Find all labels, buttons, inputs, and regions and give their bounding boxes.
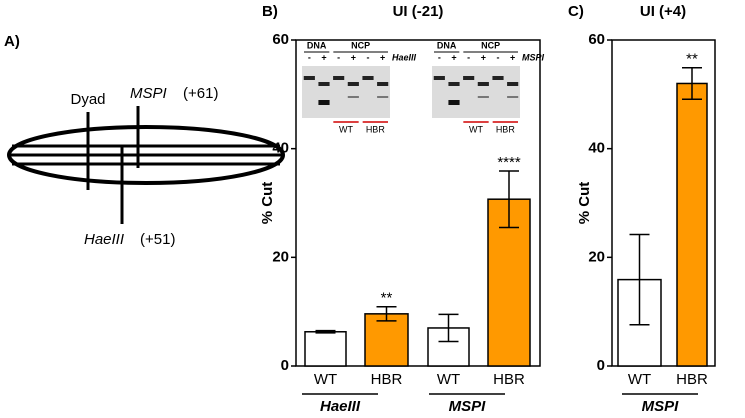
gel-bottom-label: HBR: [496, 124, 516, 134]
gel-bottom-label: WT: [339, 124, 353, 134]
panel-label: A): [4, 33, 20, 50]
y-tick-label: 60: [588, 31, 605, 48]
error-bar: [499, 170, 519, 229]
gel-band: [377, 96, 389, 98]
x-tick-label: HBR: [676, 371, 708, 388]
y-tick-label: 0: [597, 357, 605, 374]
lane-label: -: [337, 52, 340, 62]
gel-top-label: NCP: [351, 40, 370, 50]
bar: [676, 82, 708, 367]
gel-band: [318, 100, 330, 105]
x-tick-label: HBR: [493, 371, 525, 388]
gel-band: [347, 96, 359, 98]
y-tick-label: 40: [588, 140, 605, 157]
gel-band: [362, 76, 374, 80]
bar: [364, 313, 409, 367]
significance: **: [381, 290, 393, 307]
lane-label: +: [451, 52, 456, 62]
y-tick-label: 20: [272, 248, 289, 265]
lane-label: -: [438, 52, 441, 62]
gel-image: [302, 66, 390, 118]
gel-band: [333, 76, 345, 80]
significance: **: [686, 51, 698, 68]
x-tick-label: WT: [314, 371, 337, 388]
lane-label: +: [321, 52, 326, 62]
gel-band: [318, 82, 330, 86]
lane-label: -: [467, 52, 470, 62]
gel-band: [507, 96, 519, 98]
gel-top-label: NCP: [481, 40, 500, 50]
x-tick-label: HBR: [371, 371, 403, 388]
y-tick-label: 0: [281, 357, 289, 374]
gel-bottom-label: WT: [469, 124, 483, 134]
panel-label: C): [568, 3, 584, 20]
y-axis-label: % Cut: [576, 182, 593, 225]
plot-frame: [611, 39, 716, 367]
x-tick-label: WT: [628, 371, 651, 388]
error-bar: [376, 306, 397, 322]
significance: ****: [497, 154, 521, 171]
x-tick-label: WT: [437, 371, 460, 388]
site-position: (+51): [140, 231, 175, 248]
gel-enzyme: MSPI: [522, 52, 545, 62]
gel-image: [432, 66, 520, 118]
bar: [427, 327, 470, 367]
site-name: HaeIII: [84, 231, 124, 248]
gel-band: [448, 82, 460, 86]
group-label: MSPI: [642, 398, 680, 415]
error-bar: [629, 233, 650, 326]
gel-top-label: DNA: [307, 40, 327, 50]
gel-band: [433, 76, 445, 80]
gel-band: [303, 76, 315, 80]
lane-label: +: [351, 52, 356, 62]
lane-label: -: [308, 52, 311, 62]
gel-band: [492, 76, 504, 80]
group-label: MSPI: [449, 398, 487, 415]
y-tick-label: 60: [272, 31, 289, 48]
gel-band: [463, 76, 475, 80]
y-tick-label: 40: [272, 140, 289, 157]
gel-enzyme: HaeIII: [392, 52, 417, 62]
error-bar: [682, 66, 702, 100]
site-name: MSPI: [130, 85, 167, 102]
lane-label: -: [497, 52, 500, 62]
bar: [304, 331, 347, 367]
nucleosome: [7, 125, 285, 185]
panel-label: B): [262, 3, 278, 20]
gel-band: [347, 82, 359, 86]
gel-top-label: DNA: [437, 40, 457, 50]
chart-title: UI (+4): [640, 3, 686, 20]
plot-frame: [295, 39, 541, 367]
group-label: HaeIII: [320, 398, 361, 415]
gel-band: [477, 82, 489, 86]
lane-label: +: [510, 52, 515, 62]
lane-label: +: [481, 52, 486, 62]
gel-bottom-label: HBR: [366, 124, 386, 134]
error-bar: [438, 313, 459, 343]
lane-label: +: [380, 52, 385, 62]
gel-band: [448, 100, 460, 105]
gel-band: [377, 82, 389, 86]
lane-label: -: [367, 52, 370, 62]
dyad-label: Dyad: [70, 91, 105, 108]
y-tick-label: 20: [588, 248, 605, 265]
gel-band: [507, 82, 519, 86]
site-position: (+61): [183, 85, 218, 102]
error-bar: [315, 329, 336, 334]
gel-band: [477, 96, 489, 98]
y-axis-label: % Cut: [259, 182, 276, 225]
chart-title: UI (-21): [393, 3, 444, 20]
